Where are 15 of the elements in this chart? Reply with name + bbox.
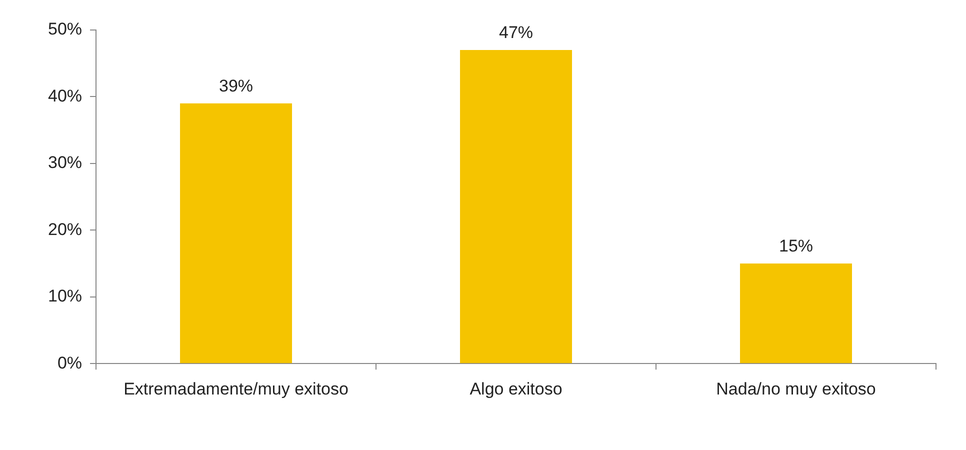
data-label: 15% <box>778 236 814 256</box>
y-tick-label: 10% <box>48 286 82 306</box>
y-tick-label: 50% <box>48 20 82 39</box>
x-tick-label: Nada/no muy exitoso <box>716 379 876 398</box>
data-label: 39% <box>219 76 254 96</box>
y-tick-label: 20% <box>48 220 82 239</box>
bar <box>460 50 572 364</box>
bar <box>740 264 852 364</box>
y-tick-label: 40% <box>48 86 82 106</box>
y-tick-label: 0% <box>57 353 82 372</box>
y-tick-label: 30% <box>48 153 82 172</box>
x-tick-label: Extremadamente/muy exitoso <box>124 379 348 398</box>
bar <box>180 103 292 364</box>
x-tick-label: Algo exitoso <box>470 379 562 398</box>
data-label: 47% <box>498 23 534 42</box>
